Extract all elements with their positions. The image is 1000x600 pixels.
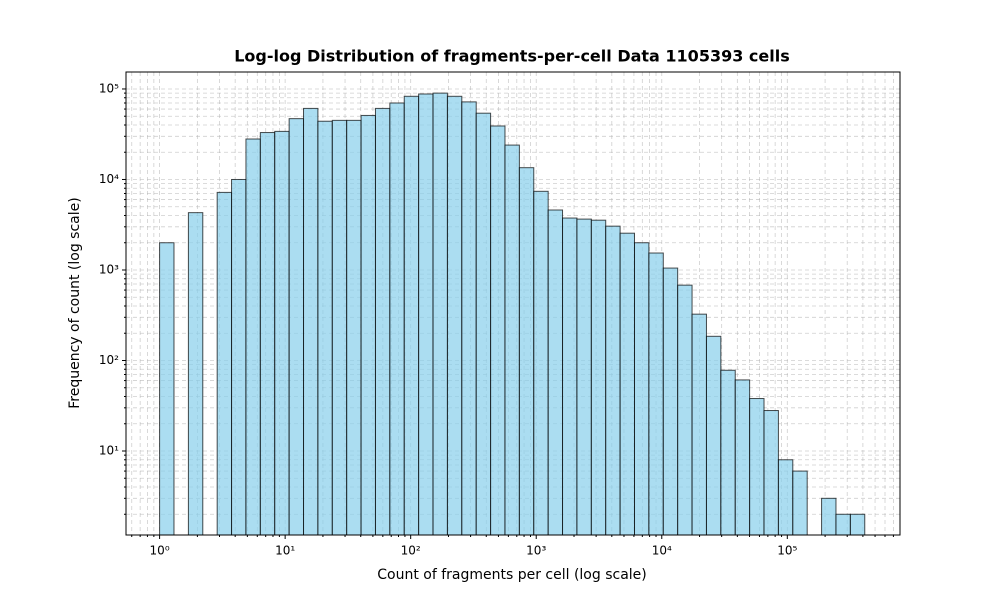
bar: [374, 107, 391, 536]
bar: [274, 130, 290, 536]
bar: [389, 102, 405, 536]
bar: [518, 167, 535, 536]
bar: [504, 144, 520, 536]
bar: [303, 107, 319, 536]
y-tick-label: 10¹: [99, 443, 119, 457]
bar: [533, 190, 549, 536]
y-tick-label: 10³: [99, 262, 119, 276]
bar: [777, 459, 794, 536]
y-axis-label: Frequency of count (log scale): [67, 197, 83, 408]
bar: [691, 313, 707, 536]
bar: [849, 513, 866, 536]
bar: [360, 114, 376, 536]
bar: [403, 95, 420, 536]
y-tick-label: 10⁴: [99, 172, 119, 186]
bar: [547, 209, 564, 536]
x-tick-label: 10¹: [275, 544, 295, 558]
bar: [187, 212, 204, 536]
x-tick-label: 10⁰: [150, 544, 170, 558]
bar: [619, 232, 636, 536]
bar: [590, 219, 607, 536]
x-axis-label: Count of fragments per cell (log scale): [377, 567, 647, 583]
bar: [648, 252, 664, 536]
bar: [418, 93, 434, 536]
bar: [576, 218, 592, 536]
x-tick-label: 10⁵: [777, 544, 797, 558]
bar: [605, 225, 621, 536]
y-tick-label: 10²: [99, 353, 119, 367]
bar: [720, 369, 736, 536]
x-tick-label: 10²: [401, 544, 421, 558]
bar: [562, 217, 578, 536]
bar: [317, 120, 333, 536]
bar: [821, 497, 837, 536]
bar: [331, 119, 348, 536]
bar: [432, 92, 448, 536]
bar: [734, 379, 751, 536]
bar: [346, 119, 362, 536]
bar: [259, 132, 276, 536]
bar: [749, 398, 765, 536]
bar: [677, 284, 693, 536]
bar: [461, 101, 477, 536]
bar: [490, 125, 506, 536]
bar: [216, 191, 233, 536]
bar: [763, 410, 779, 536]
y-tick-label: 10⁵: [99, 81, 119, 95]
bar: [792, 470, 808, 536]
bar: [446, 95, 463, 536]
bar: [231, 178, 247, 536]
bar: [159, 242, 175, 536]
chart-title: Log-log Distribution of fragments-per-ce…: [234, 47, 790, 66]
plot-frame: [125, 71, 901, 536]
bar: [835, 513, 851, 536]
bar: [245, 138, 261, 536]
bar: [475, 112, 492, 536]
x-tick-label: 10³: [526, 544, 546, 558]
bar: [288, 118, 305, 536]
x-tick-label: 10⁴: [652, 544, 672, 558]
bar: [705, 335, 722, 536]
bar: [662, 267, 679, 536]
bar: [634, 242, 650, 536]
